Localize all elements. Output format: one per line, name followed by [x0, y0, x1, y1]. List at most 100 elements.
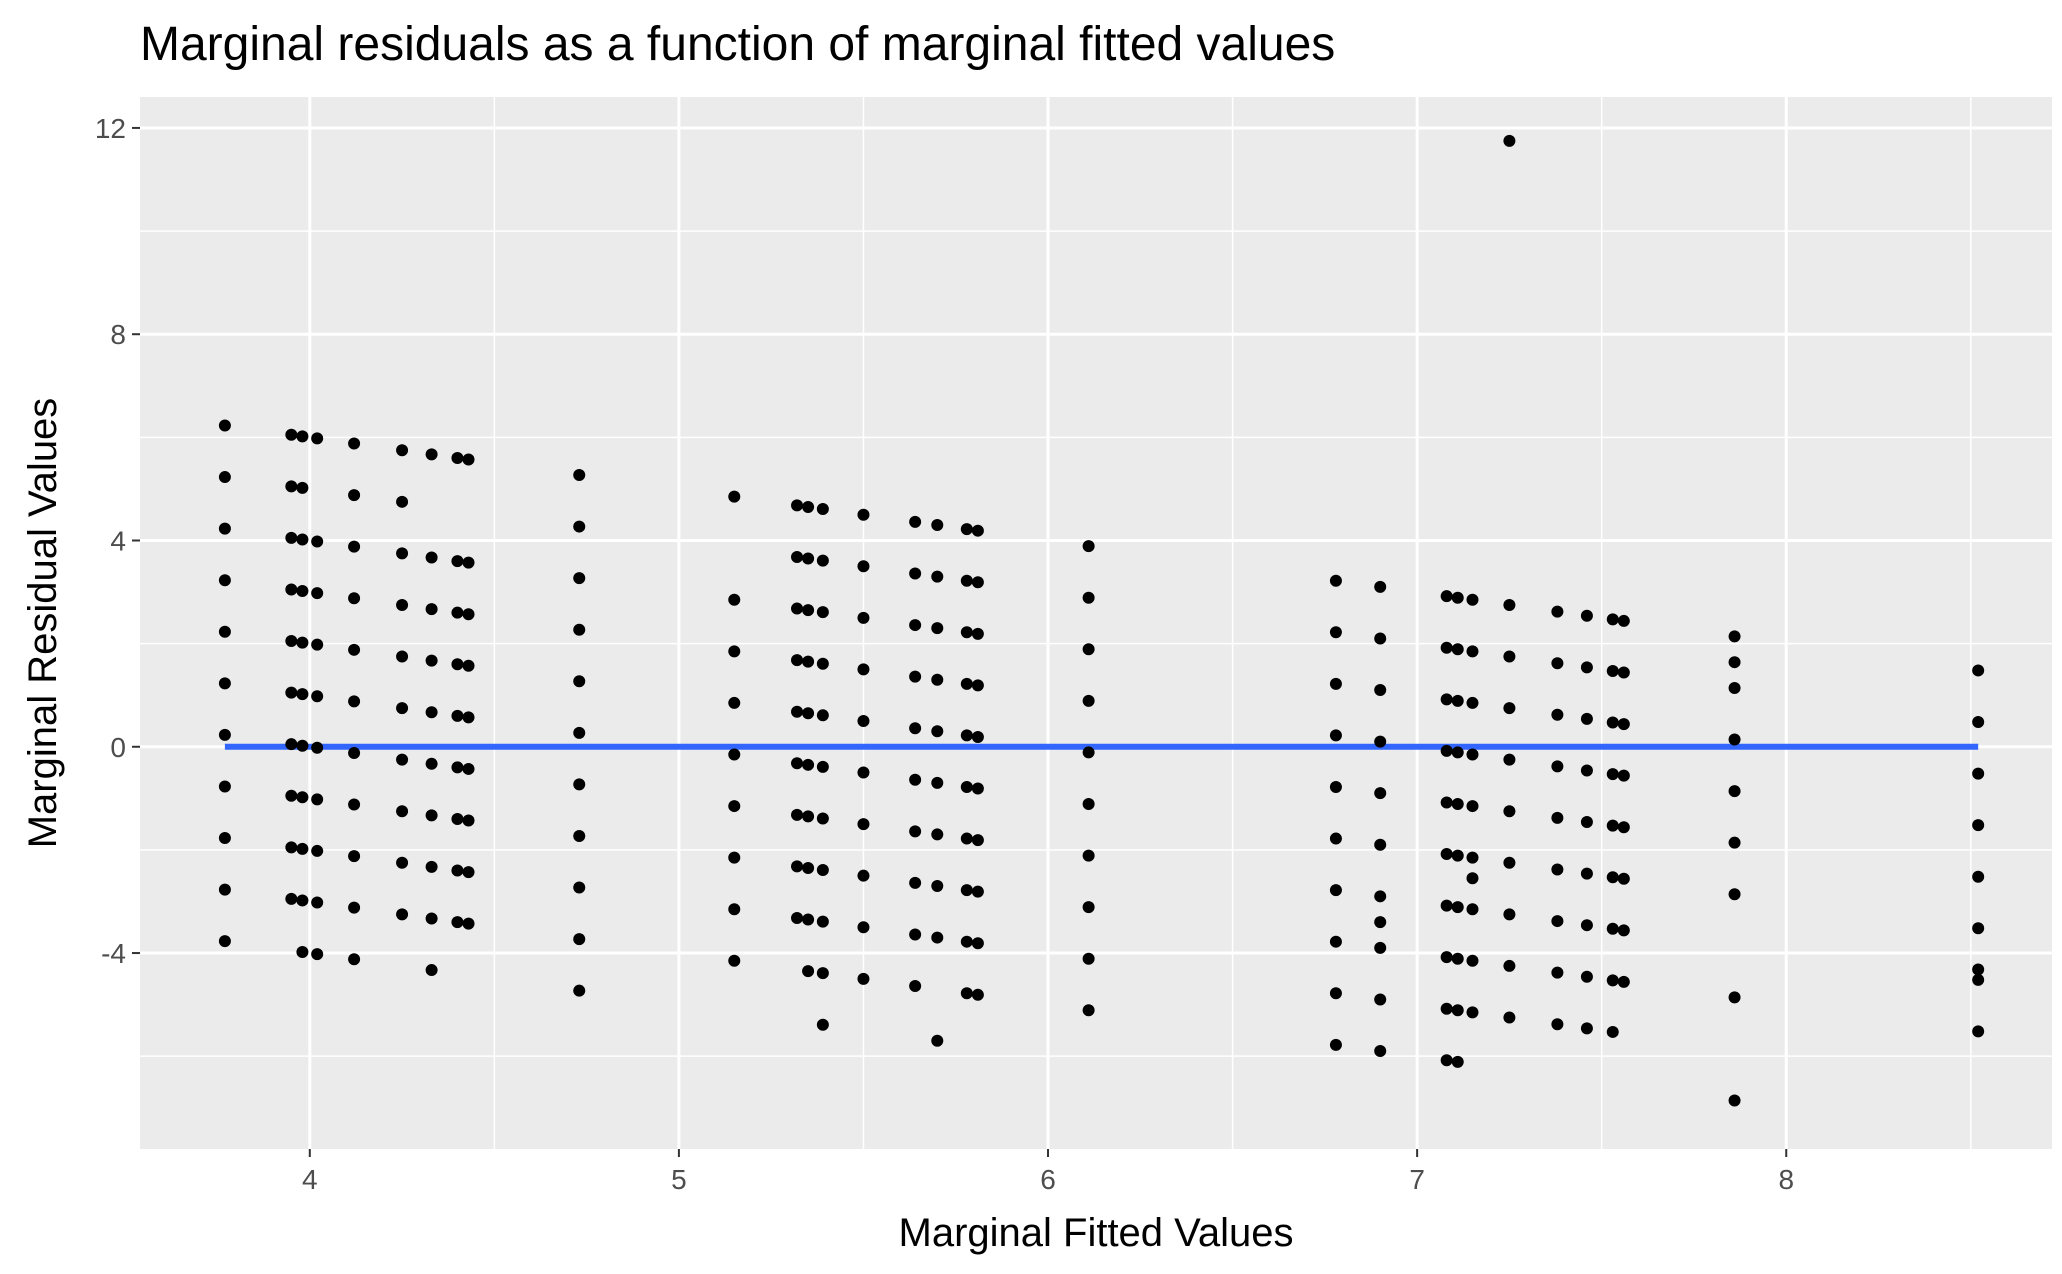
data-point — [857, 921, 870, 934]
data-point — [909, 825, 922, 838]
data-point — [218, 935, 231, 948]
data-point — [960, 935, 973, 948]
data-point — [857, 818, 870, 831]
data-point — [1972, 819, 1985, 832]
data-point — [311, 741, 324, 754]
data-point — [1580, 764, 1593, 777]
data-point — [1451, 849, 1464, 862]
data-point — [311, 535, 324, 548]
x-tick-label: 7 — [1409, 1164, 1425, 1195]
data-point — [960, 574, 973, 587]
data-point — [1728, 836, 1741, 849]
data-point — [1972, 973, 1985, 986]
data-point — [296, 585, 309, 598]
data-point — [573, 829, 586, 842]
data-point — [573, 726, 586, 739]
data-point — [573, 881, 586, 894]
data-point — [296, 791, 309, 804]
data-point — [425, 448, 438, 461]
data-point — [1329, 780, 1342, 793]
data-point — [931, 931, 944, 944]
data-point — [1606, 664, 1619, 677]
data-point — [1451, 643, 1464, 656]
data-point — [1606, 819, 1619, 832]
data-point — [728, 954, 741, 967]
data-point — [425, 757, 438, 770]
data-point — [728, 696, 741, 709]
data-point — [451, 709, 464, 722]
minor-gridlines — [140, 97, 2052, 1149]
data-point — [1551, 657, 1564, 670]
data-point — [1082, 643, 1095, 656]
data-point — [971, 730, 984, 743]
data-point — [857, 766, 870, 779]
data-point — [1972, 767, 1985, 780]
data-point — [909, 928, 922, 941]
data-point — [296, 430, 309, 443]
data-point — [1082, 952, 1095, 965]
data-point — [396, 702, 409, 715]
data-point — [1617, 924, 1630, 937]
data-point — [1082, 694, 1095, 707]
data-point — [462, 453, 475, 466]
data-point — [1451, 694, 1464, 707]
data-point — [1551, 811, 1564, 824]
data-point — [1728, 630, 1741, 643]
data-point — [573, 778, 586, 791]
data-point — [728, 903, 741, 916]
data-point — [816, 1018, 829, 1031]
data-point — [1329, 884, 1342, 897]
data-point — [971, 576, 984, 589]
data-point — [311, 690, 324, 703]
data-point — [816, 864, 829, 877]
data-point — [285, 635, 298, 648]
data-point — [931, 1034, 944, 1047]
data-point — [971, 937, 984, 950]
data-point — [1580, 867, 1593, 880]
data-point — [1440, 796, 1453, 809]
data-point — [348, 592, 361, 605]
data-point — [296, 533, 309, 546]
data-point — [1606, 871, 1619, 884]
data-point — [451, 658, 464, 671]
data-point — [791, 757, 804, 770]
data-point — [802, 552, 815, 565]
data-point — [1728, 656, 1741, 669]
data-point — [909, 670, 922, 683]
data-point — [931, 828, 944, 841]
data-point — [816, 503, 829, 516]
data-point — [1503, 959, 1516, 972]
data-point — [960, 677, 973, 690]
data-point — [348, 850, 361, 863]
data-point — [909, 773, 922, 786]
data-point — [931, 622, 944, 635]
data-point — [573, 933, 586, 946]
data-point — [909, 515, 922, 528]
data-point — [1972, 664, 1985, 677]
data-point — [960, 780, 973, 793]
data-point — [425, 551, 438, 564]
y-tick-label: 0 — [110, 732, 126, 763]
data-point — [1329, 987, 1342, 1000]
data-point — [791, 911, 804, 924]
data-point — [1728, 991, 1741, 1004]
data-point — [1466, 903, 1479, 916]
data-point — [462, 556, 475, 569]
data-point — [1451, 591, 1464, 604]
data-point — [1606, 974, 1619, 987]
chart-title: Marginal residuals as a function of marg… — [140, 18, 1335, 71]
data-point — [1466, 872, 1479, 885]
data-point — [802, 810, 815, 823]
data-point — [462, 711, 475, 724]
data-point — [1551, 1018, 1564, 1031]
data-point — [348, 489, 361, 502]
data-point — [1551, 760, 1564, 773]
data-point — [311, 844, 324, 857]
data-point — [1466, 800, 1479, 813]
data-point — [348, 437, 361, 450]
data-point — [802, 861, 815, 874]
data-point — [728, 645, 741, 658]
data-point — [728, 593, 741, 606]
data-point — [931, 725, 944, 738]
data-point — [1451, 1004, 1464, 1017]
